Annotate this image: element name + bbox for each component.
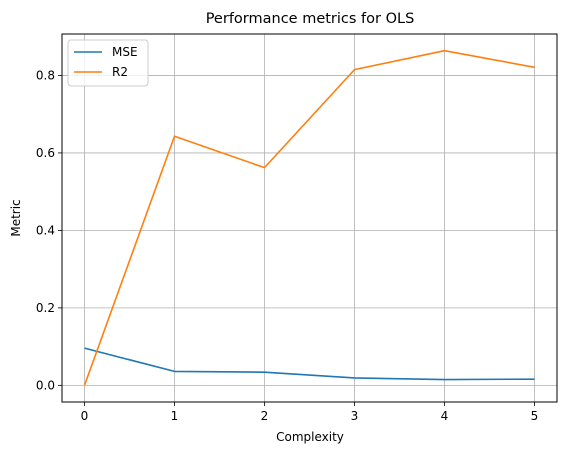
x-tick-label: 0	[81, 409, 89, 423]
series-layer	[83, 49, 535, 386]
y-tick-label: 0.2	[36, 301, 55, 315]
x-tick-label: 2	[261, 409, 269, 423]
legend: MSE R2	[67, 39, 149, 87]
chart-title: Performance metrics for OLS	[206, 11, 415, 27]
x-gridlines	[84, 34, 535, 402]
x-tick-label: 1	[171, 409, 179, 423]
y-ticks: 0.0 0.2 0.4 0.6 0.8	[36, 68, 62, 392]
legend-label-mse: MSE	[112, 45, 138, 59]
series-line-r2	[83, 49, 535, 386]
x-tick-label: 5	[531, 409, 539, 423]
y-tick-label: 0.8	[36, 68, 55, 82]
x-tick-label: 4	[441, 409, 449, 423]
y-axis-label: Metric	[9, 199, 23, 236]
x-ticks: 0 1 2 3 4 5	[81, 402, 539, 423]
plot-frame	[61, 33, 558, 403]
x-axis-label: Complexity	[276, 430, 344, 444]
y-tick-label: 0.6	[36, 146, 55, 160]
y-tick-label: 0.4	[36, 223, 55, 237]
y-tick-label: 0.0	[36, 378, 55, 392]
series-line-mse	[84, 347, 535, 381]
legend-label-r2: R2	[112, 65, 128, 79]
x-tick-label: 3	[351, 409, 359, 423]
